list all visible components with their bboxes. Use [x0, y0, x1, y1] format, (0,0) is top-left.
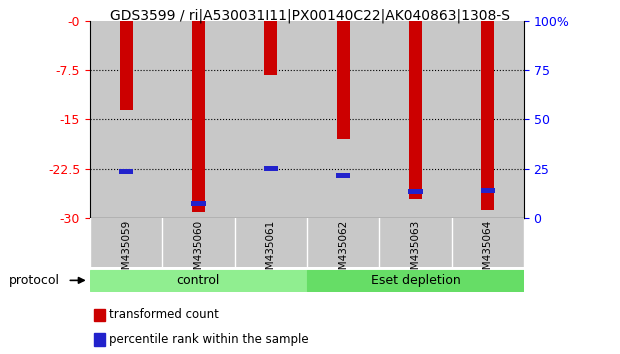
Text: GSM435063: GSM435063: [410, 220, 420, 284]
Text: GDS3599 / ri|A530031I11|PX00140C22|AK040863|1308-S: GDS3599 / ri|A530031I11|PX00140C22|AK040…: [110, 9, 510, 23]
Bar: [307, 21, 379, 218]
Bar: [120, 21, 133, 110]
Text: GSM435060: GSM435060: [193, 220, 203, 283]
Bar: [481, 21, 494, 210]
Bar: [119, 169, 133, 175]
Bar: [192, 21, 205, 212]
Text: control: control: [177, 274, 220, 287]
Bar: [379, 218, 451, 267]
Bar: [307, 218, 379, 267]
Text: percentile rank within the sample: percentile rank within the sample: [109, 333, 309, 346]
Bar: [480, 188, 495, 193]
Bar: [162, 21, 234, 218]
Bar: [264, 166, 278, 171]
Bar: [94, 333, 105, 346]
Bar: [94, 309, 105, 321]
Bar: [234, 21, 307, 218]
Text: GSM435059: GSM435059: [121, 220, 131, 284]
Bar: [409, 21, 422, 199]
Bar: [90, 270, 307, 291]
Text: Eset depletion: Eset depletion: [371, 274, 460, 287]
Text: protocol: protocol: [9, 274, 60, 287]
Bar: [162, 218, 234, 267]
Text: GSM435064: GSM435064: [483, 220, 493, 284]
Bar: [234, 218, 307, 267]
Bar: [191, 201, 206, 206]
Text: GSM435061: GSM435061: [266, 220, 276, 284]
Bar: [379, 21, 451, 218]
Text: GSM435062: GSM435062: [338, 220, 348, 284]
Bar: [90, 21, 162, 218]
Bar: [336, 172, 350, 178]
Bar: [264, 21, 277, 75]
Bar: [451, 218, 524, 267]
Bar: [90, 218, 162, 267]
Bar: [408, 189, 423, 194]
Bar: [451, 21, 524, 218]
Bar: [307, 270, 524, 291]
Text: transformed count: transformed count: [109, 308, 219, 321]
Bar: [337, 21, 350, 139]
